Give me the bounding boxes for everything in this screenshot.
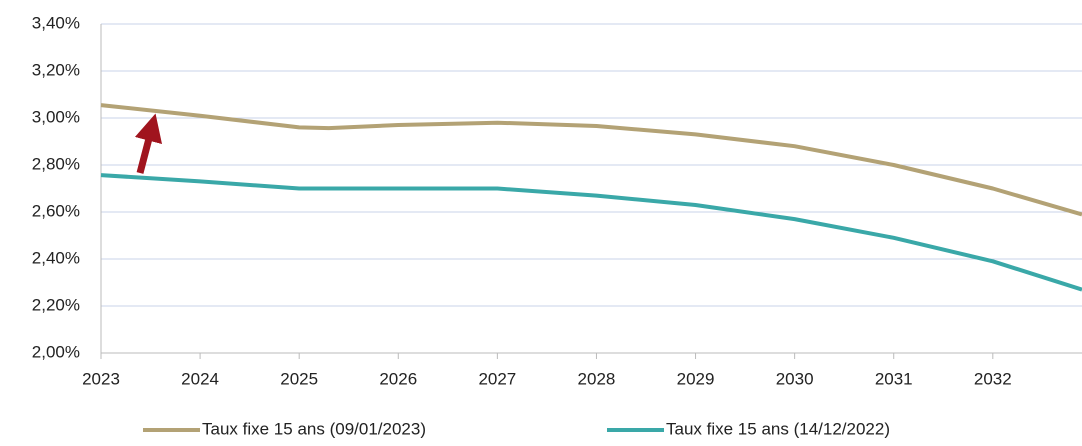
series-line [100,173,1082,292]
y-tick-label: 2,20% [32,295,80,314]
y-tick-label: 2,80% [32,154,80,173]
lines [100,103,1082,292]
y-tick-label: 3,20% [32,60,80,79]
y-tick-label: 3,00% [32,107,80,126]
grid [100,23,1082,359]
y-tick-label: 3,40% [32,13,80,32]
x-tick-label: 2026 [379,369,417,388]
y-tick-label: 2,40% [32,248,80,267]
y-tick-label: 2,60% [32,201,80,220]
legend-label: Taux fixe 15 ans (09/01/2023) [202,419,426,438]
arrow [134,113,163,174]
x-tick-label: 2032 [974,369,1012,388]
x-tick-label: 2031 [875,369,913,388]
x-tick-label: 2023 [82,369,120,388]
legend-label: Taux fixe 15 ans (14/12/2022) [666,419,890,438]
series-line [100,103,1082,217]
x-tick-label: 2024 [181,369,219,388]
y-tick-label: 2,00% [32,342,80,361]
x-tick-label: 2028 [578,369,616,388]
x-tick-label: 2025 [280,369,318,388]
x-tick-label: 2030 [776,369,814,388]
x-tick-label: 2029 [677,369,715,388]
x-tick-label: 2027 [478,369,516,388]
